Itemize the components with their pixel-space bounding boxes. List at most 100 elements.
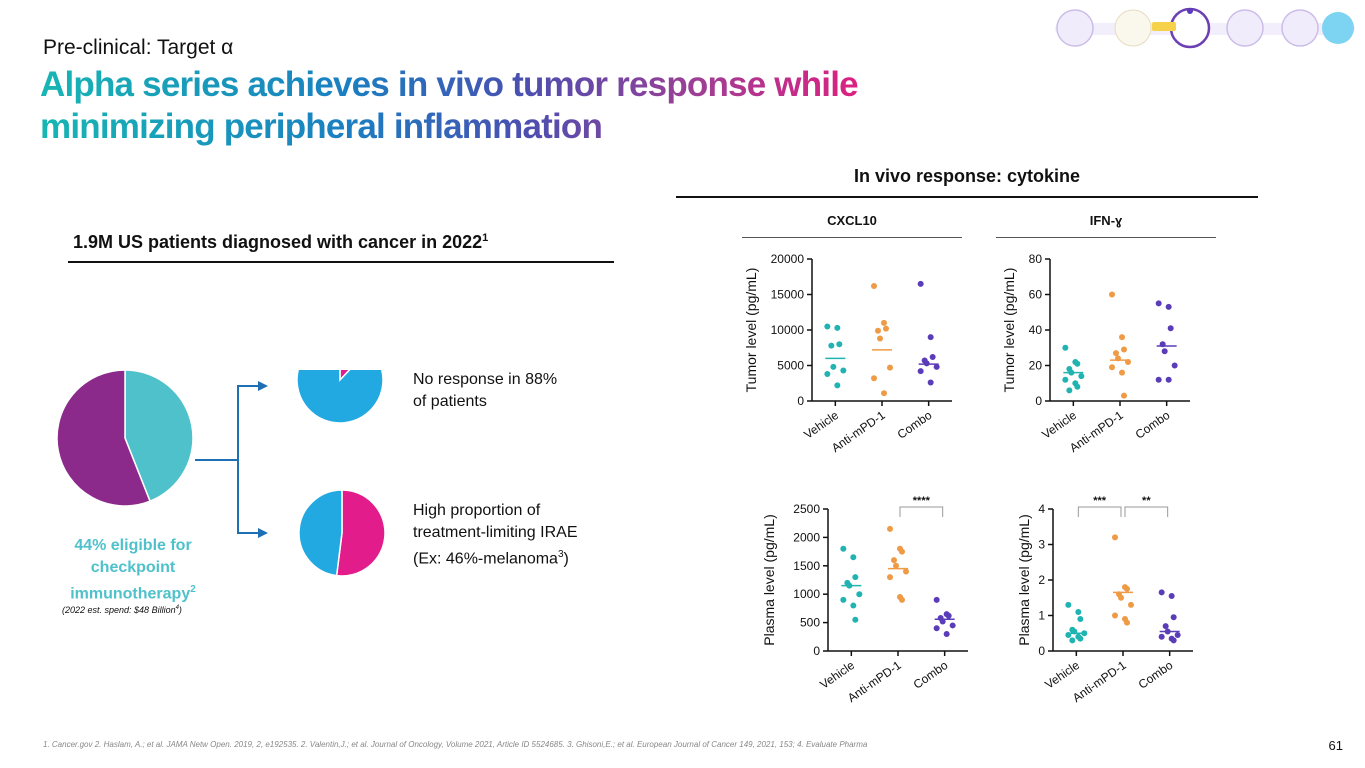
data-point	[1066, 387, 1073, 394]
process-dot-icon	[1187, 8, 1193, 14]
data-point	[949, 622, 956, 629]
data-point	[887, 574, 893, 581]
data-point	[840, 596, 847, 603]
pie-slice-2	[298, 489, 343, 577]
no-response-note: No response in 88% of patients	[413, 371, 558, 410]
process-step-label	[1152, 22, 1176, 31]
arrow-head-upper	[258, 381, 268, 391]
data-point	[1119, 369, 1125, 376]
patients-heading: 1.9M US patients diagnosed with cancer i…	[73, 232, 489, 252]
x-tick-label: Vehicle	[1042, 658, 1082, 692]
x-tick-label: Combo	[895, 408, 935, 442]
data-point	[850, 602, 857, 609]
patients-rule	[68, 261, 614, 263]
data-point	[1078, 373, 1085, 380]
data-point	[830, 363, 837, 370]
data-point	[1128, 601, 1134, 608]
data-point	[1171, 362, 1178, 369]
y-axis-label: Plasma level (pg/mL)	[761, 514, 777, 646]
y-tick-label: 20	[1029, 359, 1043, 373]
data-point	[1069, 637, 1076, 644]
y-tick-label: 500	[800, 616, 820, 630]
data-point	[1074, 383, 1081, 390]
data-point	[927, 379, 934, 386]
arrow-lower	[237, 460, 260, 534]
data-point	[840, 367, 847, 374]
data-point	[1167, 325, 1174, 332]
pie-slice-1	[335, 489, 386, 577]
col2-title: IFN-ɣ	[1089, 213, 1123, 228]
data-point	[881, 390, 887, 397]
significance-label: ****	[913, 495, 931, 507]
pie-slice-1	[124, 370, 194, 503]
data-point	[899, 548, 905, 555]
data-point	[1109, 364, 1115, 371]
data-point	[1062, 376, 1069, 383]
y-tick-label: 0	[813, 644, 820, 658]
data-point	[871, 282, 877, 289]
process-step-2-icon	[1114, 9, 1152, 47]
x-tick-label: Vehicle	[817, 658, 857, 692]
significance-label: ***	[1093, 495, 1107, 507]
data-point	[1074, 360, 1081, 367]
pie-response	[296, 370, 384, 424]
y-tick-label: 40	[1029, 323, 1043, 337]
data-point	[1062, 344, 1069, 351]
y-tick-label: 5000	[777, 359, 804, 373]
data-point	[1118, 594, 1124, 601]
data-point	[939, 618, 946, 625]
y-tick-label: 2000	[793, 530, 820, 544]
data-point	[933, 363, 940, 370]
arrow-head-lower	[258, 528, 268, 538]
data-point	[1174, 632, 1181, 639]
col1-rule	[742, 237, 962, 238]
y-tick-label: 0	[1035, 394, 1042, 408]
pie-patients	[56, 370, 194, 507]
data-point	[871, 375, 877, 382]
y-tick-label: 80	[1029, 252, 1043, 266]
data-point	[1119, 334, 1125, 341]
process-step-active-icon	[1169, 7, 1211, 49]
page-number: 61	[1328, 738, 1343, 753]
data-point	[1155, 376, 1162, 383]
data-point	[1121, 392, 1127, 399]
pie-slice-2	[56, 370, 152, 507]
data-point	[852, 574, 859, 581]
data-point	[1161, 348, 1168, 355]
y-axis-label: Tumor level (pg/mL)	[743, 268, 759, 393]
page-subtitle: Pre-clinical: Target α	[43, 36, 234, 59]
data-point	[887, 364, 893, 371]
y-tick-label: 0	[1038, 644, 1045, 658]
y-tick-label: 1500	[793, 559, 820, 573]
title-line-1: Alpha series achieves in vivo tumor resp…	[40, 65, 858, 104]
x-tick-label: Combo	[911, 658, 951, 692]
data-point	[891, 557, 897, 564]
y-tick-label: 15000	[771, 288, 805, 302]
data-point	[881, 319, 887, 326]
data-point	[1075, 608, 1082, 615]
eligible-note: 44% eligible for checkpoint immunotherap…	[70, 537, 196, 603]
y-tick-label: 1000	[793, 587, 820, 601]
data-point	[824, 323, 831, 330]
cytokine-heading: In vivo response: cytokine	[853, 166, 1081, 186]
data-point	[933, 625, 940, 632]
data-point	[1168, 592, 1175, 599]
data-point	[1109, 291, 1115, 298]
data-point	[824, 371, 831, 378]
x-tick-label: Combo	[1133, 408, 1173, 442]
data-point	[1077, 635, 1084, 642]
data-point	[834, 324, 841, 331]
y-tick-label: 1	[1038, 609, 1045, 623]
data-point	[856, 591, 863, 598]
data-point	[840, 545, 847, 552]
data-point	[1124, 619, 1130, 626]
chart-cxcl10-tumor: 0 5000 10000 15000 20000 Tumor level (pg/mL) V…	[743, 252, 952, 455]
data-point	[1158, 589, 1165, 596]
page-title: Alpha series achieves in vivo tumor resp…	[40, 64, 920, 148]
data-point	[929, 353, 936, 360]
data-point	[834, 382, 841, 389]
significance-label: **	[1142, 495, 1151, 507]
pie-irae	[298, 489, 386, 577]
